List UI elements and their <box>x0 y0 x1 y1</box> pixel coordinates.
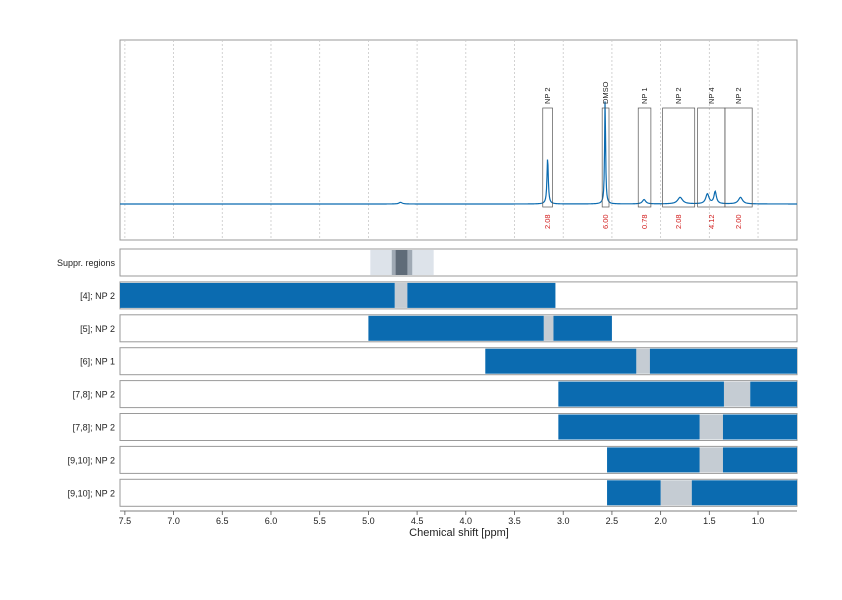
integration-box-3 <box>662 107 696 208</box>
track-segment <box>558 414 700 440</box>
track-segment <box>607 480 661 506</box>
x-axis: 7.5 7.0 6.5 6.0 5.5 5.0 4.5 4.0 3.5 3.0 2.5 2.0 1.5 1… <box>119 510 797 526</box>
x-tick-label: 6.5 <box>216 516 229 526</box>
track-7: [9,10]; NP 2 <box>68 478 798 507</box>
integration-value-3: 2.08 <box>674 214 683 229</box>
integration-label-2: NP 1 <box>640 87 649 104</box>
track-gap <box>394 282 408 308</box>
track-segment <box>553 315 612 341</box>
track-segment <box>750 381 797 407</box>
suppression-band-dark <box>395 250 408 275</box>
track-label: [4]; NP 2 <box>80 291 115 301</box>
track-segment <box>485 348 637 374</box>
integration-value-0: 2.08 <box>543 214 552 229</box>
track-3: [6]; NP 1 <box>80 347 798 376</box>
track-segment <box>558 381 724 407</box>
track-gap <box>543 315 554 341</box>
x-tick-label: 1.0 <box>752 516 765 526</box>
spectrum-panel: NP 2 2.08 DMSO 6.00 NP 1 0.78 NP 2 2.08 NP 4 4.12… <box>119 39 798 241</box>
x-tick-label: 3.5 <box>508 516 521 526</box>
x-tick-label: 5.5 <box>313 516 326 526</box>
x-tick-label: 3.0 <box>557 516 570 526</box>
x-tick-label: 2.5 <box>606 516 619 526</box>
integration-label-0: NP 2 <box>543 87 552 104</box>
track-segment <box>722 447 797 473</box>
track-label: Suppr. regions <box>57 258 116 268</box>
integration-value-4: 4.12 <box>707 214 716 229</box>
track-segment <box>368 315 544 341</box>
track-segment <box>691 480 797 506</box>
track-4: [7,8]; NP 2 <box>73 380 798 409</box>
track-5: [7,8]; NP 2 <box>73 413 798 441</box>
track-gap <box>699 414 723 440</box>
integration-box-2 <box>637 107 652 208</box>
track-segment <box>120 282 395 308</box>
x-tick-label: 6.0 <box>265 516 278 526</box>
track-gap <box>636 348 650 374</box>
x-tick-label: 7.0 <box>167 516 180 526</box>
track-label: [5]; NP 2 <box>80 324 115 334</box>
track-frame <box>119 248 798 277</box>
x-tick-label: 4.5 <box>411 516 424 526</box>
integration-box-0 <box>542 107 553 208</box>
track-gap <box>660 480 692 506</box>
integration-value-2: 0.78 <box>640 214 649 229</box>
track-label: [7,8]; NP 2 <box>73 423 115 433</box>
track-segment <box>607 447 700 473</box>
x-tick-label: 1.5 <box>703 516 716 526</box>
x-tick-label: 7.5 <box>119 516 132 526</box>
track-6: [9,10]; NP 2 <box>68 445 798 474</box>
integration-box-1 <box>601 107 610 208</box>
track-0: Suppr. regions <box>57 248 798 277</box>
track-label: [9,10]; NP 2 <box>68 455 115 465</box>
integration-label-4: NP 4 <box>707 87 716 104</box>
track-segment <box>649 348 797 374</box>
spectrum-line <box>120 101 797 205</box>
integration-label-1: DMSO <box>601 81 610 104</box>
integration-value-1: 6.00 <box>601 214 610 229</box>
x-tick-label: 2.0 <box>654 516 667 526</box>
track-label: [7,8]; NP 2 <box>73 390 115 400</box>
integration-label-5: NP 2 <box>734 87 743 104</box>
track-gap <box>723 381 751 407</box>
integration-label-3: NP 2 <box>674 87 683 104</box>
x-tick-label: 4.0 <box>460 516 473 526</box>
track-label: [9,10]; NP 2 <box>68 488 115 498</box>
track-label: [6]; NP 1 <box>80 357 115 367</box>
integration-box-5 <box>724 107 753 208</box>
track-1: [4]; NP 2 <box>80 281 798 310</box>
track-segment <box>722 414 797 440</box>
spectrum-frame <box>119 39 798 241</box>
tracks-panel: Suppr. regions [4]; NP 2 [5]; NP 2 [6]; NP … <box>57 248 798 507</box>
x-axis-label: Chemical shift [ppm] <box>409 527 509 539</box>
track-gap <box>699 447 723 473</box>
integration-value-5: 2.00 <box>734 214 743 229</box>
track-segment <box>407 282 556 308</box>
x-tick-label: 5.0 <box>362 516 375 526</box>
track-2: [5]; NP 2 <box>80 314 798 343</box>
